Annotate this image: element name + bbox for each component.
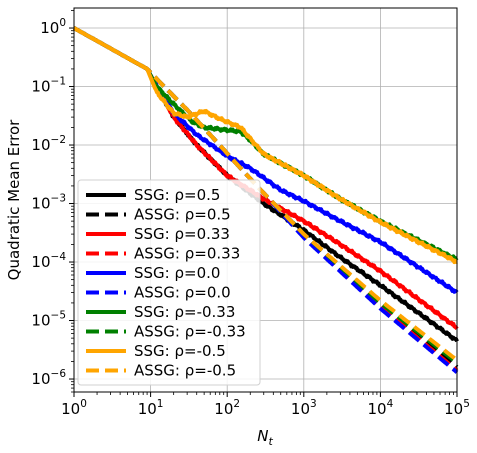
y-axis-title: Quadratic Mean Error [5, 119, 23, 280]
legend-label: ASSG: ρ=-0.5 [134, 362, 236, 380]
series-lines [72, 26, 459, 374]
axis-ticks [69, 10, 458, 397]
x-tick-label: 101 [138, 398, 164, 418]
legend-label: SSG: ρ=-0.33 [134, 303, 235, 321]
y-tick-label: 10−4 [31, 251, 66, 271]
x-tick-label: 102 [214, 398, 240, 418]
y-tick-label: 10−6 [31, 368, 66, 388]
legend-label: SSG: ρ=0.33 [134, 225, 230, 243]
legend-label: ASSG: ρ=0.5 [134, 206, 231, 224]
x-tick-label: 103 [291, 398, 317, 418]
x-axis-title: Nt [257, 427, 273, 448]
legend-label: ASSG: ρ=0.0 [134, 284, 231, 302]
plot-frame [73, 7, 458, 393]
y-tick-labels: 100 10−1 10−2 10−3 10−4 10−5 10−6 [31, 17, 66, 388]
series-line-assg-0-5 [72, 26, 459, 362]
y-tick-label: 10−3 [31, 193, 66, 213]
y-tick-label: 100 [40, 17, 66, 37]
x-tick-label: 104 [368, 398, 394, 418]
legend-label: ASSG: ρ=-0.33 [134, 323, 246, 341]
legend-label: ASSG: ρ=0.33 [134, 245, 240, 263]
legend-label: SSG: ρ=-0.5 [134, 342, 226, 360]
x-tick-label: 100 [61, 398, 87, 418]
x-tick-label: 105 [444, 398, 470, 418]
x-tick-labels: 100 101 102 103 104 105 [61, 398, 470, 418]
y-tick-label: 10−2 [31, 134, 66, 154]
legend-label: SSG: ρ=0.5 [134, 186, 220, 204]
y-tick-label: 10−5 [31, 310, 66, 330]
legend-box [77, 179, 261, 386]
series-line-ssg-0-5 [72, 26, 459, 265]
y-tick-label: 10−1 [31, 76, 66, 96]
legend-label: SSG: ρ=0.0 [134, 264, 220, 282]
